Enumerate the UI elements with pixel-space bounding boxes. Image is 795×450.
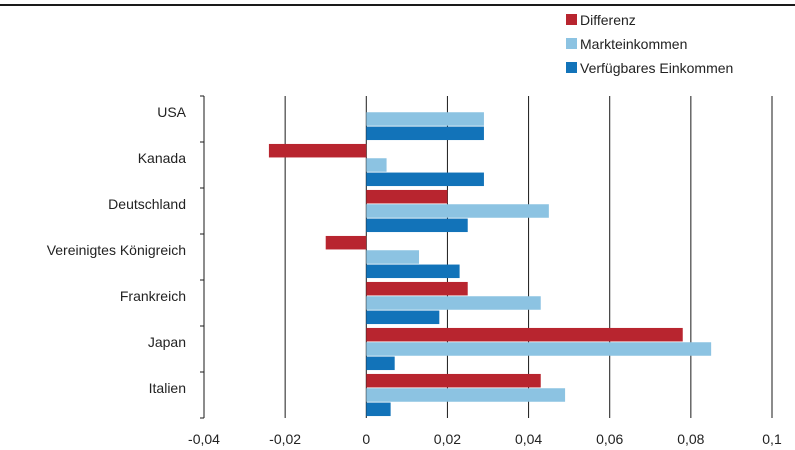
legend: Differenz Markteinkommen Verfügbares Einko… [566, 12, 733, 76]
category-label-deutschland: Deutschland [108, 196, 186, 212]
bar-deutschland-markteinkommen [366, 204, 549, 218]
bar-vereinigtes-koenigreich-markteinkommen [366, 250, 420, 264]
category-label-japan: Japan [148, 334, 186, 350]
bar-deutschland-verfuegbares-einkommen [366, 218, 468, 233]
category-label-kanada: Kanada [138, 150, 186, 166]
bars [268, 112, 712, 417]
bar-vereinigtes-koenigreich-verfuegbares-einkommen [366, 264, 460, 279]
legend-label-markteinkommen: Markteinkommen [580, 36, 687, 52]
legend-label-differenz: Differenz [580, 12, 636, 28]
x-tick-label-0-1: 0,1 [762, 431, 782, 447]
x-tick-label-0-06: 0,06 [596, 431, 623, 447]
category-axis [200, 95, 205, 419]
bar-kanada-markteinkommen [366, 158, 387, 172]
bar-deutschland-differenz [366, 189, 448, 204]
bar-frankreich-markteinkommen [366, 296, 541, 310]
bar-italien-differenz [366, 373, 541, 388]
legend-swatch-markteinkommen [566, 38, 577, 49]
bar-usa-markteinkommen [366, 112, 484, 126]
x-tick-label-0-02: -0,02 [269, 431, 301, 447]
x-tick-label-0-04: -0,04 [188, 431, 220, 447]
x-tick-label-0-08: 0,08 [677, 431, 704, 447]
x-tick-label-0-02: 0,02 [434, 431, 461, 447]
bar-vereinigtes-koenigreich-differenz [325, 235, 367, 250]
bar-usa-verfuegbares-einkommen [366, 126, 484, 141]
category-label-italien: Italien [149, 380, 186, 396]
category-label-usa: USA [157, 104, 186, 120]
category-label-vereinigtes-koenigreich: Vereinigtes Königreich [47, 242, 186, 258]
bar-japan-differenz [366, 327, 683, 342]
x-tick-label-0: 0 [362, 431, 370, 447]
legend-label-verfuegbares-einkommen: Verfügbares Einkommen [580, 60, 733, 76]
bar-italien-markteinkommen [366, 388, 566, 402]
bar-kanada-differenz [268, 143, 367, 158]
bar-frankreich-differenz [366, 281, 468, 296]
bar-frankreich-verfuegbares-einkommen [366, 310, 440, 325]
legend-swatch-verfuegbares-einkommen [566, 62, 577, 73]
x-tick-labels: -0,04 -0,02 0 0,02 0,04 0,06 0,08 0,1 [188, 431, 782, 447]
category-label-frankreich: Frankreich [120, 288, 186, 304]
bar-kanada-verfuegbares-einkommen [366, 172, 484, 187]
bar-italien-verfuegbares-einkommen [366, 402, 391, 417]
bar-japan-verfuegbares-einkommen [366, 356, 395, 371]
bar-japan-markteinkommen [366, 342, 712, 356]
category-labels: USA Kanada Deutschland Vereinigtes Königrei… [47, 104, 187, 396]
x-tick-label-0-04: 0,04 [515, 431, 542, 447]
legend-swatch-differenz [566, 14, 577, 25]
